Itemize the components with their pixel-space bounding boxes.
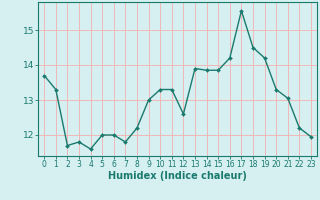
X-axis label: Humidex (Indice chaleur): Humidex (Indice chaleur) <box>108 171 247 181</box>
